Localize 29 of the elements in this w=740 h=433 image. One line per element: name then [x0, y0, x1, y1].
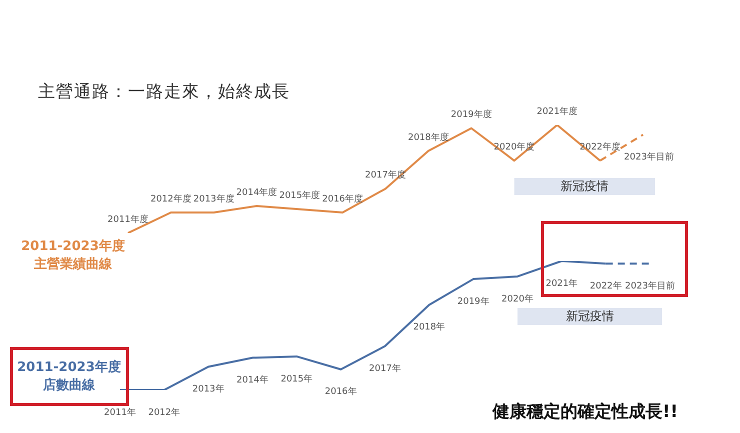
x-tick-label: 2013年度 — [193, 193, 234, 204]
band-label: 新冠疫情 — [560, 179, 609, 194]
x-tick-label: 2017年 — [369, 362, 401, 374]
x-tick-label: 2015年 — [280, 373, 313, 384]
x-tick-label: 2020年 — [502, 293, 534, 304]
x-tick-label: 2021年 — [546, 278, 578, 289]
chart-title: 主營通路：一路走來，始終成長 — [38, 81, 290, 103]
x-tick-label: 2019年 — [457, 296, 490, 307]
x-tick-label: 2011年度 — [108, 214, 148, 225]
x-tick-label: 2016年度 — [322, 193, 364, 204]
x-tick-label: 2018年 — [413, 322, 446, 333]
series-label: 2011-2023年度店數曲線 — [16, 359, 122, 395]
x-tick-label: 2019年度 — [450, 109, 492, 120]
x-tick-label: 2013年 — [192, 384, 224, 395]
x-tick-label: 2018年度 — [408, 132, 449, 143]
x-tick-label: 2012年度 — [150, 193, 192, 204]
x-tick-label: 2023年目前 — [625, 280, 675, 292]
band-label: 新冠疫情 — [566, 309, 614, 324]
x-tick-label: 2011年 — [104, 406, 136, 418]
series-label: 2011-2023年度主營業績曲線 — [20, 238, 126, 274]
x-tick-label: 2022年 — [590, 280, 622, 292]
x-tick-label: 2012年 — [148, 406, 180, 418]
x-tick-label: 2016年 — [324, 386, 357, 398]
x-tick-label: 2021年度 — [536, 106, 578, 117]
x-tick-label: 2015年度 — [279, 190, 320, 202]
text: 健康穩定的確定性成長!! — [492, 401, 678, 423]
x-tick-label: 2014年度 — [236, 186, 278, 198]
x-tick-label: 2023年目前 — [624, 152, 674, 163]
x-tick-label: 2014年 — [236, 374, 268, 386]
